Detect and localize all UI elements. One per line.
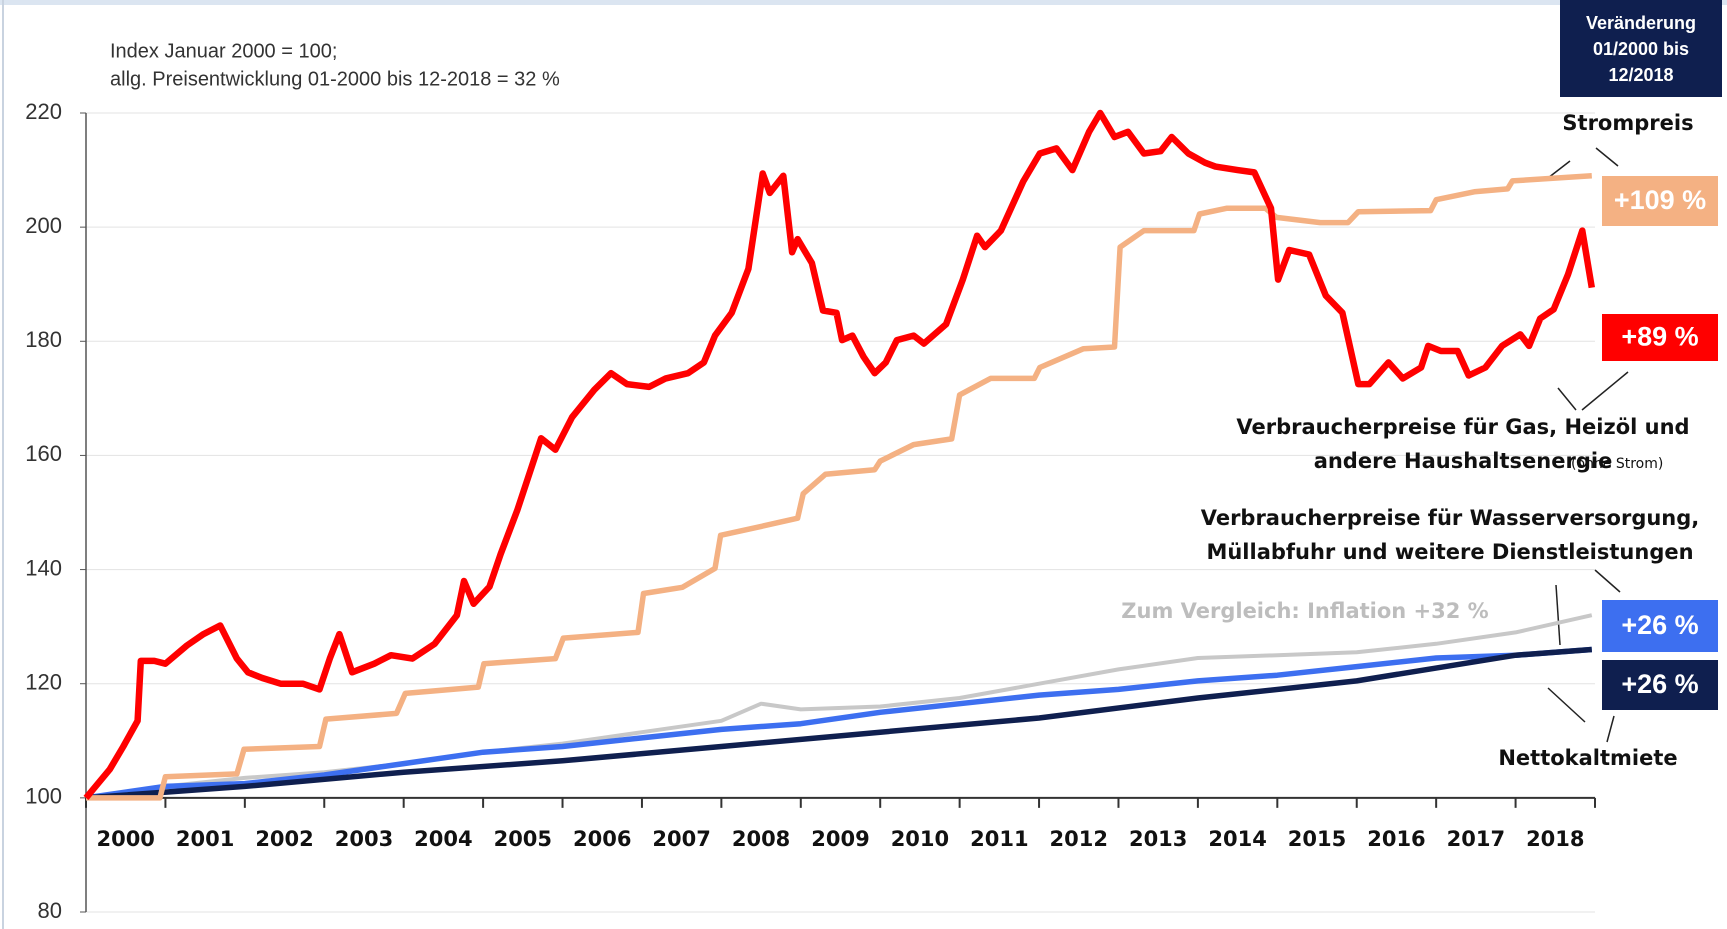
x-tick-label: 2009 (811, 827, 869, 851)
x-tick-label: 2011 (970, 827, 1028, 851)
series-line (85, 646, 1593, 801)
series-label: Strompreis (1562, 111, 1693, 135)
x-tick-label: 2005 (494, 827, 552, 851)
series-label: Nettokaltmiete (1498, 746, 1677, 770)
change-box (1602, 176, 1718, 226)
x-tick-label: 2001 (176, 827, 234, 851)
y-tick-label: 100 (25, 784, 62, 809)
series-line (85, 613, 1593, 800)
y-tick-label: 120 (25, 670, 62, 695)
change-label: +89 % (1621, 322, 1698, 352)
change-label: +26 % (1621, 669, 1698, 699)
x-tick-label: 2010 (891, 827, 949, 851)
series-label: andere Haushaltsenergie (1314, 449, 1613, 473)
x-tick-label: 2012 (1050, 827, 1108, 851)
x-tick-label: 2016 (1367, 827, 1425, 851)
series-label: Verbraucherpreise für Gas, Heizöl und (1236, 415, 1689, 439)
x-tick-label: 2006 (573, 827, 631, 851)
y-tick-label: 180 (25, 327, 62, 352)
x-tick-label: 2000 (96, 827, 154, 851)
header-text: 12/2018 (1608, 65, 1673, 85)
note: Index Januar 2000 = 100; (110, 40, 337, 62)
note: allg. Preisentwicklung 01-2000 bis 12-20… (110, 68, 560, 90)
x-tick-label: 2014 (1208, 827, 1266, 851)
series-note: (ohne Strom) (1571, 456, 1663, 472)
leader-lines (1547, 147, 1629, 743)
y-tick-label: 200 (25, 213, 62, 238)
x-tick-label: 2015 (1288, 827, 1346, 851)
x-tick-label: 2004 (414, 827, 472, 851)
x-tick-label: 2013 (1129, 827, 1187, 851)
series-line (83, 109, 1596, 800)
x-tick-label: 2007 (652, 827, 710, 851)
top-strip (0, 0, 1727, 5)
series-line (86, 173, 1592, 801)
header-box (1560, 0, 1722, 97)
header-text: Veränderung (1586, 13, 1696, 33)
series-label: Verbraucherpreise für Wasserversorgung, (1201, 506, 1700, 530)
change-box (1602, 600, 1718, 652)
x-tick-label: 2002 (255, 827, 313, 851)
change-box (1602, 660, 1718, 710)
series-label: Zum Vergleich: Inflation +32 % (1121, 599, 1488, 623)
x-tick-label: 2018 (1526, 827, 1584, 851)
series-label: Müllabfuhr und weitere Dienstleistungen (1206, 540, 1693, 564)
x-tick-label: 2008 (732, 827, 790, 851)
change-label: +109 % (1614, 185, 1706, 215)
x-tick-label: 2017 (1447, 827, 1505, 851)
change-box (1602, 314, 1718, 361)
change-label: +26 % (1621, 610, 1698, 640)
y-tick-label: 160 (25, 441, 62, 466)
x-tick-label: 2003 (335, 827, 393, 851)
y-tick-label: 80 (38, 898, 62, 923)
y-tick-label: 220 (25, 99, 62, 124)
series-line (85, 646, 1593, 801)
y-tick-label: 140 (25, 555, 62, 580)
header-text: 01/2000 bis (1593, 39, 1689, 59)
